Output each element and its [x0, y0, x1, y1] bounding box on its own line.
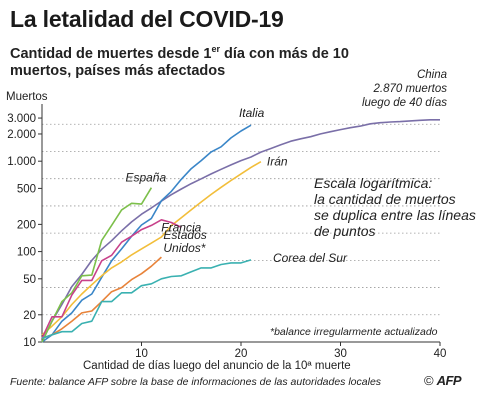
series-line-china [41, 119, 440, 343]
series-label: Francia [161, 220, 201, 234]
china-note-line: luego de 40 días [362, 97, 447, 109]
series-label: Irán [267, 155, 288, 169]
log-note-line: de puntos [314, 223, 376, 239]
series-line-corea-del-sur [41, 259, 252, 340]
series-label-line: Estados [163, 228, 206, 242]
series-line-italia [41, 124, 252, 343]
y-tick-label: 50 [23, 274, 36, 286]
afp-logo: © AFP [424, 373, 462, 388]
footnote: *balance irregularmente actualizado [270, 326, 438, 338]
log-note-line: se duplica entre las líneas [314, 207, 476, 223]
series-line-ir-n [41, 161, 262, 336]
x-tick-label: 40 [434, 348, 447, 360]
subtitle-text-end: día con más de 10 muertos, países más af… [10, 45, 349, 79]
y-tick-label: 100 [17, 247, 36, 259]
chart-subtitle: Cantidad de muertes desde 1er día con má… [10, 41, 410, 80]
y-tick-label: 500 [17, 183, 36, 195]
x-axis-label: Cantidad de días luego del anuncio de la… [83, 360, 351, 372]
series-line-francia [41, 219, 182, 339]
series-label-line: Unidos* [163, 241, 205, 255]
series-label: Corea del Sur [273, 251, 348, 265]
y-tick-label: 2.000 [7, 129, 36, 141]
y-tick-label: 3.000 [7, 113, 36, 125]
source-note: Fuente: balance AFP sobre la base de inf… [10, 376, 382, 388]
x-tick-label: 30 [334, 348, 347, 360]
log-scale-note: Escala logarítmica: la cantidad de muert… [314, 175, 476, 239]
log-note-line: Escala logarítmica: [314, 175, 432, 191]
brand-logo: AFP [436, 373, 462, 388]
y-tick-label: 10 [23, 337, 36, 349]
subtitle-superscript: er [211, 44, 220, 54]
series-labels: Italia Irán España Francia Corea del Sur Esta… [125, 106, 348, 265]
y-tick-label: 20 [23, 310, 36, 322]
series-lines [41, 119, 440, 343]
x-tick-label: 10 [135, 348, 148, 360]
y-axis-label: Muertos [6, 91, 48, 103]
series-label: España [125, 171, 166, 185]
axes: 10 20 50 100 200 500 1.000 2.000 3.000 10 20 30 40 [7, 104, 446, 360]
series-line-estados-unidos [41, 256, 162, 340]
y-tick-label: 1.000 [7, 156, 36, 168]
china-note-line: 2.870 muertos [372, 83, 447, 95]
y-tick-label: 200 [17, 219, 36, 231]
china-annotation: China 2.870 muertos luego de 40 días [362, 69, 447, 109]
subtitle-text-start: Cantidad de muertes desde 1 [10, 45, 212, 62]
copyright-icon: © [424, 373, 434, 388]
china-note-line: China [417, 69, 447, 81]
chart-title: La letalidad del COVID-19 [10, 6, 284, 32]
x-tick-label: 20 [235, 348, 248, 360]
log-note-line: la cantidad de muertos [314, 191, 456, 207]
series-line-espa-a [41, 187, 153, 343]
series-label: Italia [239, 106, 265, 120]
